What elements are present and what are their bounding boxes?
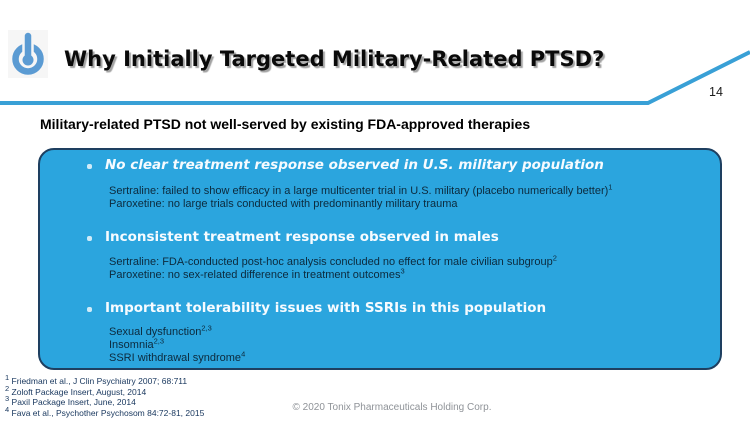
bullet-subitems: Sertraline: FDA-conducted post-hoc analy… [109, 253, 557, 282]
reference-superscript: 2,3 [153, 336, 165, 346]
bullet-icon [87, 164, 92, 169]
bullet-subitems: Sexual dysfunction2,3 Insomnia2,3 SSRI w… [109, 323, 246, 365]
footnotes: 1 Friedman et al., J Clin Psychiatry 200… [5, 373, 205, 418]
bullet-heading: No clear treatment response observed in … [105, 157, 604, 173]
footnote-line: 2 Zoloft Package Insert, August, 2014 [5, 383, 147, 397]
copyright-footer: © 2020 Tonix Pharmaceuticals Holding Cor… [292, 402, 492, 413]
bullet-icon [87, 236, 92, 241]
subitem-line: SSRI withdrawal syndrome4 [109, 349, 246, 364]
subitem-line: Sertraline: FDA-conducted post-hoc analy… [109, 253, 557, 268]
bullet-heading: Inconsistent treatment response observed… [105, 229, 499, 245]
reference-superscript: 1 [608, 182, 613, 192]
reference-superscript: 4 [241, 349, 246, 359]
slide-title: Why Initially Targeted Military-Related … [64, 47, 605, 71]
power-button-icon [12, 30, 44, 75]
page-number: 14 [709, 85, 723, 99]
reference-superscript: 2,3 [201, 323, 212, 333]
bullet-icon [87, 307, 92, 312]
footnote-line: 4 Fava et al., Psychother Psychosom 84:7… [5, 404, 205, 418]
subitem-line: Sertraline: failed to show efficacy in a… [109, 182, 613, 197]
reference-superscript: 2 [552, 253, 557, 263]
slide-subtitle: Military-related PTSD not well-served by… [40, 116, 531, 132]
bullet-heading: Important tolerability issues with SSRIs… [105, 300, 547, 316]
reference-superscript: 3 [400, 266, 405, 276]
subitem-line: Insomnia2,3 [109, 336, 165, 351]
header-accent-line [0, 50, 750, 105]
footnote-line: 1 Friedman et al., J Clin Psychiatry 200… [5, 373, 188, 386]
subitem-line: Sexual dysfunction2,3 [109, 323, 212, 338]
footnote-line: 3 Paxil Package Insert, June, 2014 [5, 394, 136, 407]
subitem-line: Paroxetine: no sex-related difference in… [109, 266, 405, 281]
subitem-line: Paroxetine: no large trials conducted wi… [109, 198, 458, 210]
bullet-subitems: Sertraline: failed to show efficacy in a… [109, 182, 613, 211]
logo-tile [8, 30, 48, 78]
content-box: No clear treatment response observed in … [38, 148, 722, 370]
